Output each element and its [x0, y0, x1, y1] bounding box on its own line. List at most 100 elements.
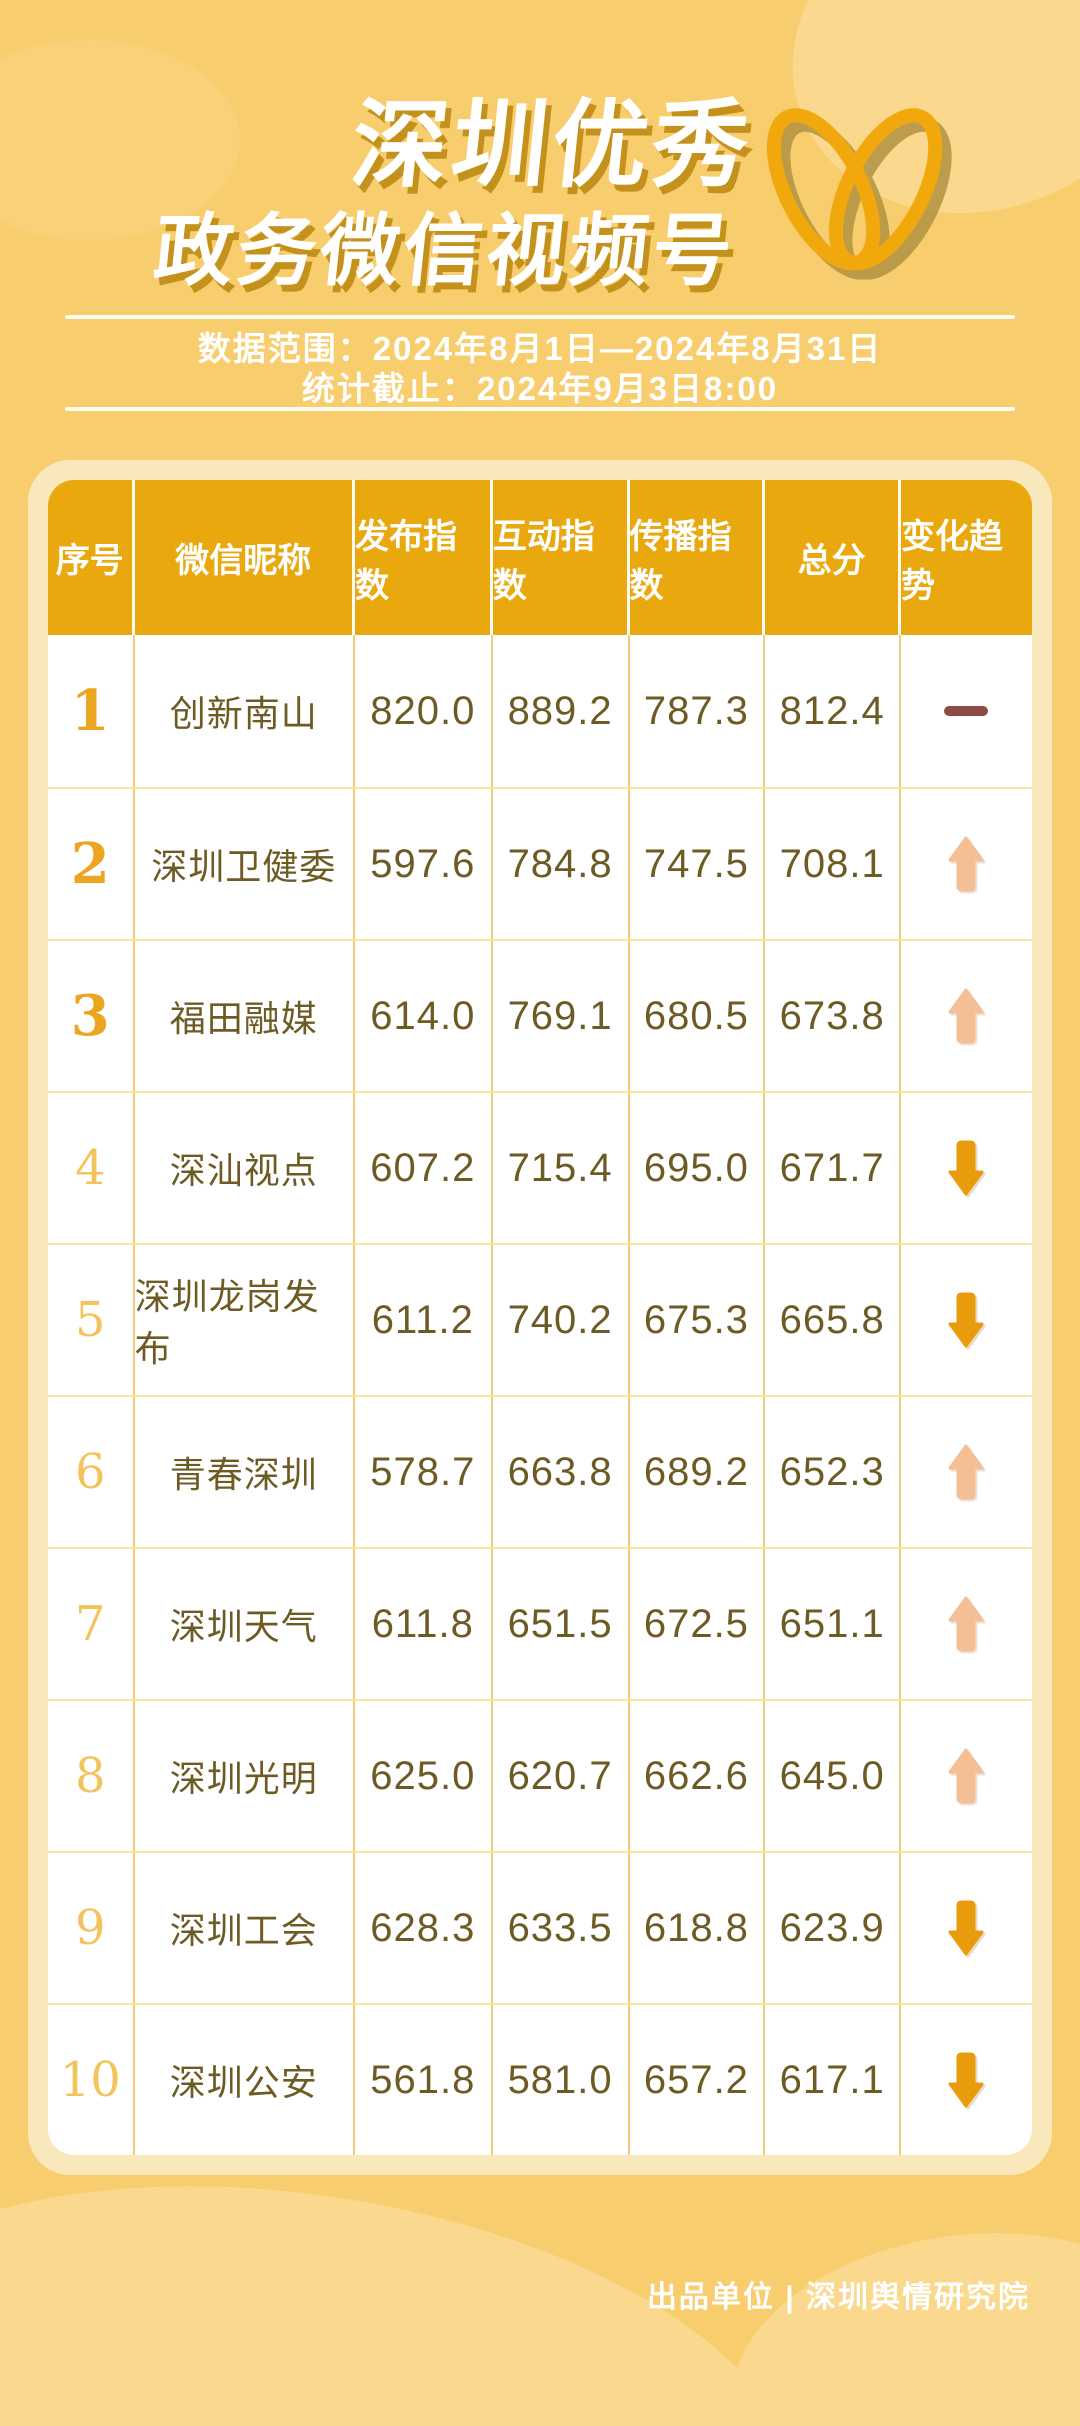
publish-index-cell: 611.2 [354, 1243, 493, 1395]
header-trend: 变化趋势 [901, 517, 1004, 605]
total-score-cell: 652.3 [765, 1395, 902, 1547]
table-row: 6 青春深圳 578.7 663.8 689.2 652.3 [48, 1395, 1032, 1547]
table-header-row: 序号 微信昵称 发布指数 互动指数 传播指数 总分 变化趋势 [48, 480, 1032, 635]
header-nickname: 微信昵称 [135, 480, 355, 635]
table-row: 1 创新南山 820.0 889.2 787.3 812.4 [48, 635, 1032, 787]
trend-cell [901, 1395, 1032, 1547]
publish-index-cell: 614.0 [354, 939, 493, 1091]
publish-index-cell: 628.3 [354, 1851, 493, 2003]
nickname-cell: 青春深圳 [134, 1395, 355, 1547]
meta-deadline: 统计截止：2024年9月3日8:00 [301, 370, 779, 407]
publish-index-cell: 820.0 [355, 635, 493, 787]
trend-cell [901, 1851, 1032, 2003]
rank-cell: 4 [48, 1091, 135, 1243]
total-score-cell: 671.7 [765, 1091, 902, 1243]
rank-cell: 7 [48, 1547, 135, 1699]
trend-cell [901, 1243, 1032, 1395]
trend-flat-icon [943, 705, 989, 717]
meta-data-range: 数据范围：2024年8月1日—2024年8月31日 [197, 330, 883, 367]
publish-index-cell: 597.6 [354, 787, 493, 939]
spread-index-cell: 747.5 [629, 787, 766, 939]
total-score-cell: 812.4 [765, 635, 902, 787]
nickname-cell: 深圳工会 [134, 1851, 355, 2003]
rank-cell: 9 [48, 1851, 135, 2003]
interact-index-cell: 633.5 [492, 1851, 630, 2003]
meta-block: 数据范围：2024年8月1日—2024年8月31日 统计截止：2024年9月3日… [0, 329, 1080, 409]
nickname-cell: 深圳光明 [134, 1699, 355, 1851]
table-row: 4 深汕视点 607.2 715.4 695.0 671.7 [48, 1091, 1032, 1243]
interact-index-cell: 581.0 [492, 2003, 630, 2155]
spread-index-cell: 695.0 [629, 1091, 766, 1243]
publish-index-cell: 625.0 [354, 1699, 493, 1851]
rank-cell: 6 [48, 1395, 135, 1547]
table-row: 3 福田融媒 614.0 769.1 680.5 673.8 [48, 939, 1032, 1091]
trend-down-icon [947, 1899, 985, 1957]
trend-up-icon [947, 1747, 985, 1805]
total-score-cell: 708.1 [765, 787, 902, 939]
nickname-cell: 深圳龙岗发布 [134, 1243, 355, 1395]
header-interact-index: 互动指数 [493, 480, 630, 635]
interact-index-cell: 620.7 [492, 1699, 630, 1851]
nickname-cell: 深汕视点 [134, 1091, 355, 1243]
spread-index-cell: 689.2 [629, 1395, 766, 1547]
table-row: 9 深圳工会 628.3 633.5 618.8 623.9 [48, 1851, 1032, 2003]
trend-down-icon [947, 1291, 985, 1349]
trend-down-icon [947, 2051, 985, 2109]
interact-index-cell: 740.2 [492, 1243, 630, 1395]
interact-index-cell: 769.1 [492, 939, 630, 1091]
rank-cell: 10 [48, 2003, 135, 2155]
trend-up-icon [947, 987, 985, 1045]
decor-blob-top-left [0, 40, 240, 240]
trend-cell [901, 939, 1032, 1091]
interact-index-cell: 715.4 [492, 1091, 630, 1243]
wechat-channels-icon [756, 104, 972, 303]
header-total-score: 总分 [765, 480, 902, 635]
table-row: 10 深圳公安 561.8 581.0 657.2 617.1 [48, 2003, 1032, 2155]
spread-index-cell: 675.3 [629, 1243, 766, 1395]
total-score-cell: 651.1 [765, 1547, 902, 1699]
total-score-cell: 623.9 [765, 1851, 902, 2003]
total-score-cell: 617.1 [765, 2003, 902, 2155]
trend-up-icon [947, 1443, 985, 1501]
divider-rule-bottom [65, 407, 1015, 411]
publish-index-cell: 561.8 [354, 2003, 493, 2155]
rank-cell: 1 [48, 635, 135, 787]
header-rank: 序号 [48, 480, 135, 635]
rank-cell: 2 [48, 787, 135, 939]
total-score-cell: 673.8 [765, 939, 902, 1091]
footer-credit: 出品单位 | 深圳舆情研究院 [646, 2281, 1030, 2314]
spread-index-cell: 787.3 [630, 635, 766, 787]
rank-cell: 8 [48, 1699, 135, 1851]
interact-index-cell: 663.8 [492, 1395, 630, 1547]
header-publish-index: 发布指数 [355, 480, 493, 635]
nickname-cell: 深圳公安 [134, 2003, 355, 2155]
rank-cell: 3 [48, 939, 135, 1091]
interact-index-cell: 889.2 [493, 635, 630, 787]
table-row: 5 深圳龙岗发布 611.2 740.2 675.3 665.8 [48, 1243, 1032, 1395]
rank-cell: 5 [48, 1243, 135, 1395]
publish-index-cell: 611.8 [354, 1547, 493, 1699]
divider-rule-top [65, 315, 1015, 319]
nickname-cell: 福田融媒 [134, 939, 355, 1091]
spread-index-cell: 657.2 [629, 2003, 766, 2155]
table-row: 8 深圳光明 625.0 620.7 662.6 645.0 [48, 1699, 1032, 1851]
total-score-cell: 645.0 [765, 1699, 902, 1851]
ranking-table-card: 序号 微信昵称 发布指数 互动指数 传播指数 总分 变化趋势 1 创新南山 820.… [28, 460, 1052, 2175]
trend-cell [901, 1091, 1032, 1243]
table-body: 1 创新南山 820.0 889.2 787.3 812.4 2 深圳卫健委 597.6 784.… [48, 635, 1032, 2155]
publish-index-cell: 607.2 [354, 1091, 493, 1243]
nickname-cell: 创新南山 [135, 635, 355, 787]
spread-index-cell: 618.8 [629, 1851, 766, 2003]
nickname-cell: 深圳卫健委 [134, 787, 355, 939]
trend-cell [901, 635, 1032, 787]
interact-index-cell: 784.8 [492, 787, 630, 939]
trend-up-icon [947, 1595, 985, 1653]
spread-index-cell: 680.5 [629, 939, 766, 1091]
trend-cell [901, 1547, 1032, 1699]
trend-cell [901, 2003, 1032, 2155]
trend-down-icon [947, 1139, 985, 1197]
header-spread-index: 传播指数 [630, 480, 766, 635]
trend-cell [901, 787, 1032, 939]
table-row: 7 深圳天气 611.8 651.5 672.5 651.1 [48, 1547, 1032, 1699]
